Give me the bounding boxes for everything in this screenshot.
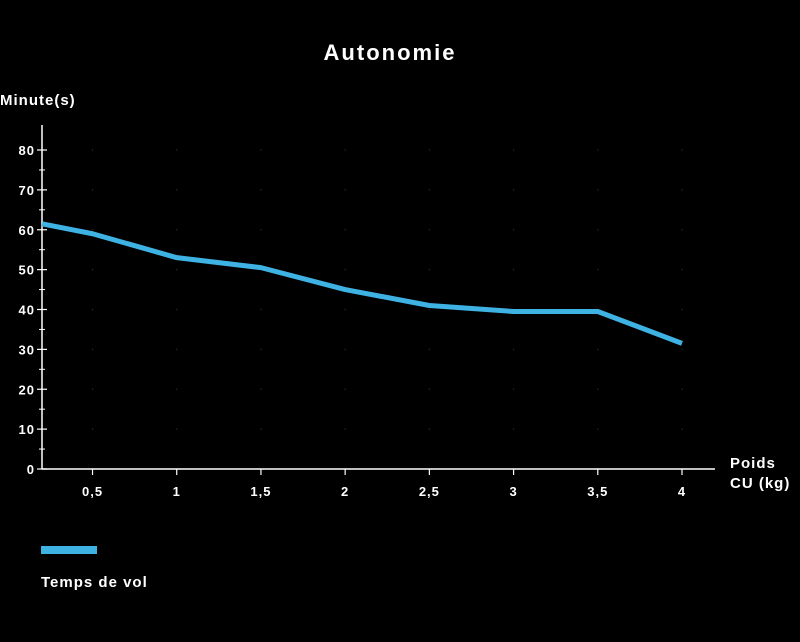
grid-dot xyxy=(428,268,431,271)
grid-dot xyxy=(512,428,515,430)
grid-dot xyxy=(597,348,599,351)
grid-dot xyxy=(512,189,515,191)
grid-dot xyxy=(91,348,94,351)
grid-dot xyxy=(681,189,683,191)
grid-dot xyxy=(512,229,515,231)
chart-title: Autonomie xyxy=(324,40,457,65)
grid-dot xyxy=(428,308,431,311)
grid-dot xyxy=(597,229,599,231)
grid-dot xyxy=(597,428,599,430)
x-tick-label: 1,5 xyxy=(250,484,271,499)
grid-dot xyxy=(681,428,683,430)
grid-dot xyxy=(344,268,346,271)
series-line xyxy=(41,221,683,346)
y-ticks: 0 10 20 30 40 50 60 70 80 xyxy=(19,143,47,477)
grid-dot xyxy=(512,149,515,151)
grid-dot xyxy=(428,388,431,390)
y-tick-label: 0 xyxy=(27,462,35,477)
grid-dot xyxy=(681,229,683,231)
grid-dot xyxy=(681,149,683,151)
axes xyxy=(41,125,715,470)
grid-dot xyxy=(91,189,94,191)
y-tick-label: 80 xyxy=(19,143,35,158)
grid-dot xyxy=(176,189,178,191)
grid-dot xyxy=(681,388,683,390)
grid-dot xyxy=(344,189,346,191)
y-axis-label: Minute(s) xyxy=(0,92,76,109)
legend-swatch xyxy=(41,546,97,554)
x-tick-label: 3,5 xyxy=(587,484,608,499)
y-tick-label: 70 xyxy=(19,183,35,198)
x-tick-label: 4 xyxy=(678,484,686,499)
y-tick-label: 50 xyxy=(19,263,35,278)
x-tick-label: 3 xyxy=(509,484,517,499)
grid-dot xyxy=(260,348,262,351)
grid-dot xyxy=(597,189,599,191)
grid-dot xyxy=(260,388,262,390)
grid-dot xyxy=(176,308,178,311)
grid-dot xyxy=(681,308,683,311)
grid-dot xyxy=(344,229,346,231)
x-tick-label: 2 xyxy=(341,484,349,499)
y-tick-label: 40 xyxy=(19,303,35,318)
grid-dot xyxy=(428,189,431,191)
grid-dot xyxy=(681,348,683,351)
legend-label: Temps de vol xyxy=(41,574,148,591)
y-tick-label: 20 xyxy=(19,382,35,397)
grid-dot xyxy=(428,229,431,231)
grid-dot xyxy=(260,149,262,151)
legend: Temps de vol xyxy=(41,546,148,591)
grid-dot xyxy=(260,189,262,191)
grid-dot xyxy=(344,348,346,351)
grid-dot xyxy=(91,388,94,390)
y-tick-label: 60 xyxy=(19,223,35,238)
grid-dot xyxy=(91,428,94,430)
grid-dot xyxy=(344,388,346,390)
grid-dot xyxy=(91,308,94,311)
x-axis-label-line-2: CU (kg) xyxy=(730,475,790,492)
x-tick-label: 2,5 xyxy=(419,484,440,499)
grid-dot xyxy=(176,428,178,430)
grid-dot xyxy=(597,149,599,151)
x-tick-label: 0,5 xyxy=(82,484,103,499)
x-ticks: 0,5 1 1,5 2 2,5 3 3,5 4 xyxy=(82,469,686,499)
grid-dot xyxy=(512,268,515,271)
grid-dot xyxy=(512,388,515,390)
grid-dot xyxy=(91,149,94,151)
series xyxy=(41,221,683,346)
y-tick-label: 30 xyxy=(19,342,35,357)
x-tick-label: 1 xyxy=(173,484,181,499)
grid-dot xyxy=(344,428,346,430)
grid-dot xyxy=(260,308,262,311)
grid-dot xyxy=(428,348,431,351)
grid-dot xyxy=(260,229,262,231)
grid-dot xyxy=(176,229,178,231)
grid-dot xyxy=(344,149,346,151)
grid-dot xyxy=(344,308,346,311)
grid-dot xyxy=(176,388,178,390)
grid-dot xyxy=(176,268,178,271)
grid-dot xyxy=(260,428,262,430)
grid-dot xyxy=(91,229,94,231)
grid-dot xyxy=(176,149,178,151)
grid-dot xyxy=(512,348,515,351)
grid xyxy=(91,149,683,430)
grid-dot xyxy=(597,268,599,271)
grid-dot xyxy=(91,268,94,271)
grid-dot xyxy=(681,268,683,271)
x-axis-label-line-1: Poids xyxy=(730,455,776,472)
grid-dot xyxy=(176,348,178,351)
grid-dot xyxy=(428,428,431,430)
grid-dot xyxy=(597,388,599,390)
y-tick-label: 10 xyxy=(19,422,35,437)
grid-dot xyxy=(428,149,431,151)
